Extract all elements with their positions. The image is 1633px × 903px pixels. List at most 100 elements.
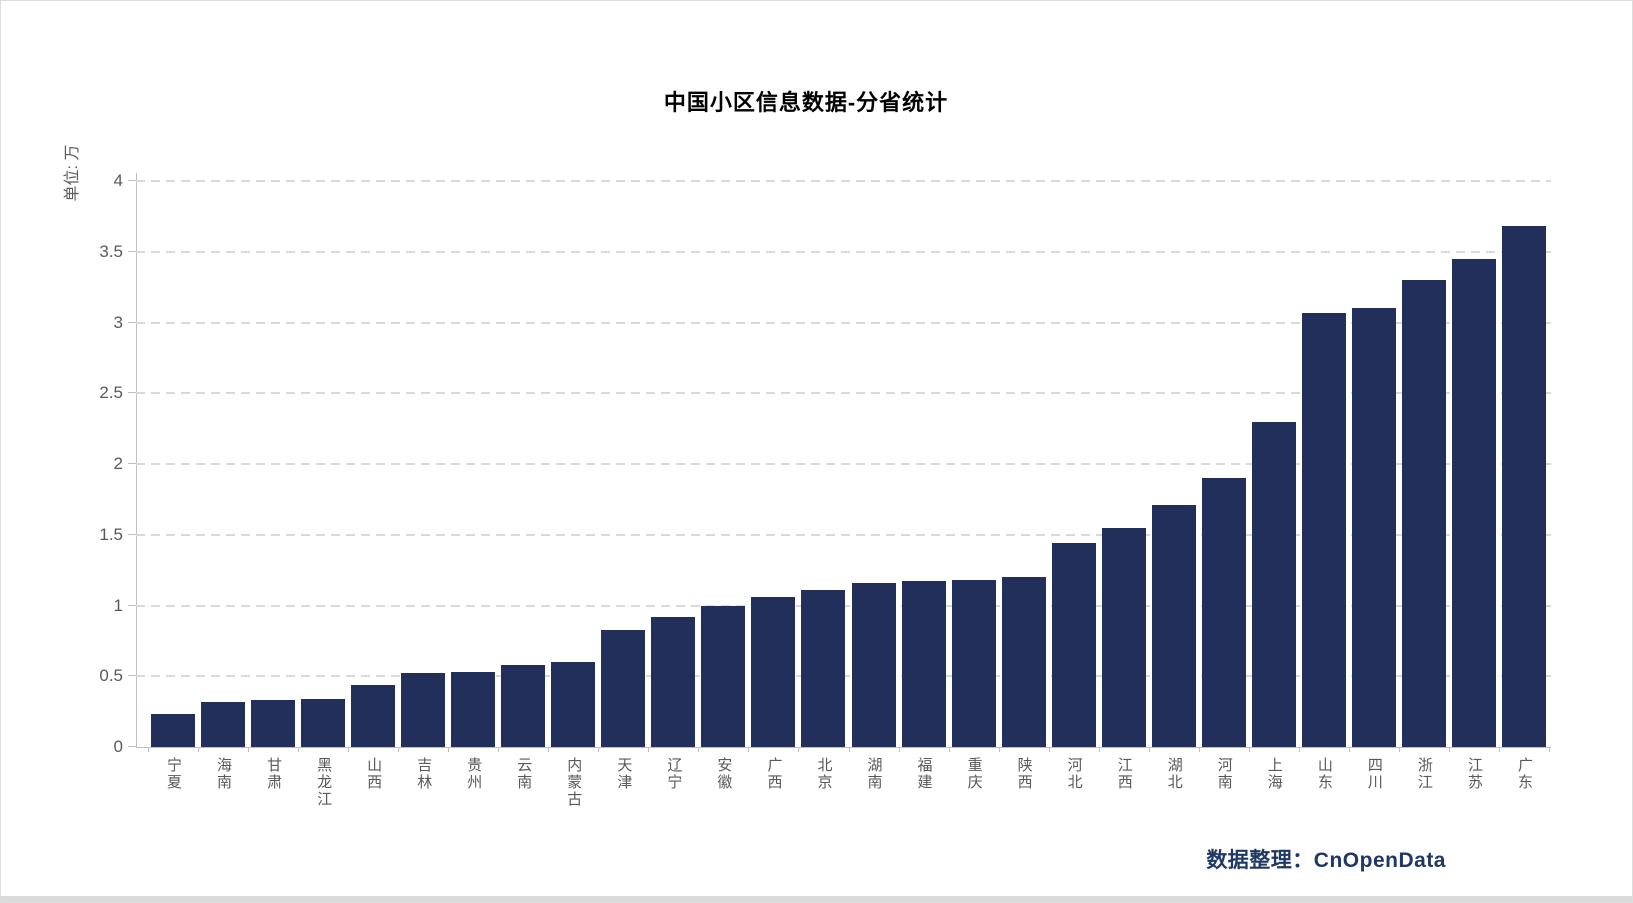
x-axis-category-label: 吉林 (415, 757, 433, 791)
y-axis-tick (128, 250, 136, 252)
x-axis-category-label: 重庆 (965, 757, 983, 791)
x-axis-tick (898, 747, 900, 752)
gridline (136, 250, 1551, 253)
x-axis-category-label: 内蒙古 (565, 757, 583, 808)
source-note: 数据整理：CnOpenData (1206, 849, 1446, 872)
x-axis-tick (1048, 747, 1050, 752)
bar-广西 (751, 597, 796, 747)
x-axis-category-label: 广西 (765, 757, 783, 791)
x-axis-category-label: 山东 (1315, 757, 1333, 791)
x-axis-category-label: 天津 (615, 757, 633, 791)
bar-吉林 (401, 673, 446, 747)
bar-上海 (1251, 421, 1296, 747)
y-axis-tick-label: 1.5 (99, 524, 123, 544)
bar-海南 (201, 701, 246, 747)
y-axis-tick-label: 2.5 (99, 383, 123, 403)
bar-甘肃 (251, 700, 296, 747)
x-axis-tick (1448, 747, 1450, 752)
x-axis-tick (348, 747, 350, 752)
x-axis-tick (948, 747, 950, 752)
bar-重庆 (951, 580, 996, 747)
bar-河北 (1051, 543, 1096, 747)
y-axis-tick-label: 2 (113, 454, 123, 473)
x-axis-category-label: 浙江 (1415, 757, 1433, 791)
x-axis-category-label: 北京 (815, 757, 833, 791)
x-axis-tick (598, 747, 600, 752)
x-axis-tick (1248, 747, 1250, 752)
x-axis-tick (198, 747, 200, 752)
bottom-border-strip (1, 896, 1632, 902)
y-axis-tick (128, 392, 136, 394)
bar-山西 (351, 684, 396, 747)
x-axis-tick (798, 747, 800, 752)
x-axis-tick (848, 747, 850, 752)
bar-辽宁 (651, 616, 696, 747)
x-axis-category-label: 辽宁 (665, 757, 683, 791)
x-axis-category-label: 上海 (1265, 757, 1283, 791)
x-axis-category-label: 云南 (515, 757, 533, 791)
x-axis-tick (1098, 747, 1100, 752)
x-axis-category-label: 河北 (1065, 757, 1083, 791)
y-axis-tick-label: 0.5 (99, 666, 123, 686)
x-axis-category-label: 河南 (1215, 757, 1233, 791)
bar-黑龙江 (301, 698, 346, 747)
y-axis-tick (128, 604, 136, 606)
x-axis-category-label: 江苏 (1465, 757, 1483, 791)
x-axis-category-label: 宁夏 (165, 757, 183, 791)
x-axis-tick (448, 747, 450, 752)
gridline (136, 180, 1551, 182)
x-axis-tick (1298, 747, 1300, 752)
bar-湖北 (1151, 505, 1196, 747)
x-axis-category-label: 黑龙江 (315, 757, 333, 808)
bar-河南 (1201, 478, 1246, 747)
x-axis-tick (1498, 747, 1500, 752)
x-axis-tick (998, 747, 1000, 752)
x-axis-category-label: 四川 (1365, 757, 1383, 791)
x-axis-category-label: 海南 (215, 757, 233, 791)
x-axis-tick (698, 747, 700, 752)
x-axis-tick (398, 747, 400, 752)
plot-area: 0 0.5 1 1.5 2 2.5 3 3.5 4 宁夏 海南 甘肃 黑龙江 山西 吉林 贵州 云南 内蒙古 天津辽… (99, 171, 1551, 808)
x-axis-tick (298, 747, 300, 752)
bar-贵州 (451, 672, 496, 747)
bar-广东 (1501, 226, 1546, 747)
bar-江西 (1101, 527, 1146, 747)
x-axis-tick (648, 747, 650, 752)
x-axis-tick (1348, 747, 1350, 752)
y-axis-tick-label: 3.5 (99, 241, 123, 261)
y-axis-tick-label: 1 (113, 595, 123, 615)
bar-天津 (601, 629, 646, 747)
y-axis-tick-label: 0 (113, 737, 123, 756)
x-axis-category-label: 贵州 (465, 757, 483, 791)
bar-浙江 (1401, 280, 1446, 747)
y-axis-tick-label: 3 (113, 312, 123, 332)
x-axis-category-label: 安徽 (715, 757, 733, 791)
gridline (136, 463, 1551, 465)
chart-title: 中国小区信息数据-分省统计 (663, 90, 949, 115)
y-axis-tick (128, 746, 136, 747)
gridline (136, 533, 1551, 536)
x-axis-tick (1398, 747, 1400, 752)
bar-四川 (1351, 308, 1396, 747)
x-axis-tick (548, 747, 550, 752)
y-axis-tick (128, 321, 136, 323)
x-axis-tick (748, 747, 750, 752)
x-axis-category-label: 江西 (1115, 757, 1133, 791)
bar-陕西 (1001, 577, 1046, 747)
x-axis-tick (1549, 747, 1550, 752)
x-axis-category-label: 甘肃 (265, 757, 283, 791)
x-axis-line (136, 747, 1551, 748)
y-axis-tick-label: 4 (113, 171, 123, 190)
gridline (136, 392, 1551, 395)
bar-云南 (501, 664, 546, 747)
x-axis-tick (248, 747, 250, 752)
y-axis-tick (128, 533, 136, 535)
x-axis-category-label: 广东 (1515, 757, 1533, 791)
x-axis-category-label: 陕西 (1015, 757, 1033, 791)
x-axis-category-label: 福建 (915, 757, 933, 791)
bar-宁夏 (151, 714, 196, 747)
bar-北京 (801, 589, 846, 747)
x-axis-category-label: 湖南 (865, 757, 883, 791)
y-axis-tick (128, 180, 136, 181)
